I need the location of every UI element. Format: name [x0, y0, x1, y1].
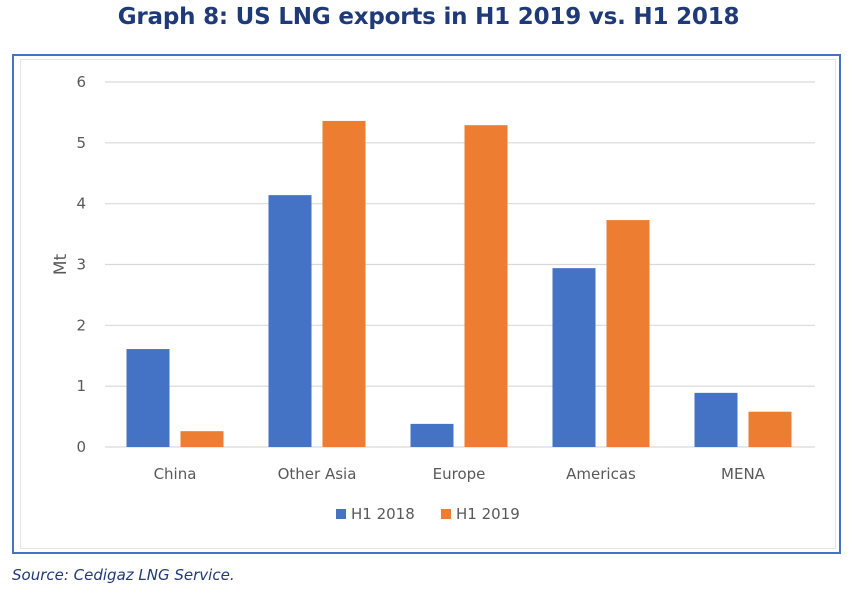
x-axis-categories: China Other Asia Europe Americas MENA [154, 465, 766, 483]
bar-h1-2018-mena [694, 392, 738, 447]
bar-h1-2019-mena [748, 411, 792, 447]
bar-h1-2018-china [126, 349, 170, 447]
bar-h1-2018-other-asia [268, 195, 312, 447]
y-axis-ticks: 0 1 2 3 4 5 6 [76, 73, 86, 456]
legend: H1 2018 H1 2019 [336, 505, 520, 523]
gridlines [105, 81, 815, 448]
x-category-label: China [154, 465, 197, 483]
chart-frame [12, 54, 841, 554]
legend-swatch [441, 509, 451, 519]
y-tick-label: 3 [76, 256, 86, 274]
bar-h1-2019-americas [606, 220, 650, 447]
y-tick-label: 2 [76, 316, 86, 334]
bars [126, 120, 792, 448]
source-note: Source: Cedigaz LNG Service. [12, 566, 235, 584]
bar-h1-2018-americas [552, 268, 596, 447]
y-tick-label: 4 [76, 195, 86, 213]
bar-h1-2019-other-asia [322, 120, 366, 447]
x-category-label: MENA [721, 465, 766, 483]
x-category-label: Other Asia [278, 465, 357, 483]
x-category-label: Americas [566, 465, 636, 483]
legend-label: H1 2018 [351, 505, 415, 523]
y-tick-label: 6 [76, 73, 86, 91]
chart-title: Graph 8: US LNG exports in H1 2019 vs. H… [117, 4, 740, 30]
y-axis-label: Mt [51, 254, 71, 276]
bar-h1-2018-europe [410, 423, 454, 447]
y-tick-label: 0 [76, 438, 86, 456]
chart-inner-border [20, 59, 836, 549]
bar-h1-2019-europe [464, 125, 508, 448]
y-tick-label: 1 [76, 377, 86, 395]
bar-h1-2019-china [180, 431, 224, 447]
legend-label: H1 2019 [456, 505, 520, 523]
x-category-label: Europe [433, 465, 486, 483]
legend-swatch [336, 509, 346, 519]
y-tick-label: 5 [76, 134, 86, 152]
